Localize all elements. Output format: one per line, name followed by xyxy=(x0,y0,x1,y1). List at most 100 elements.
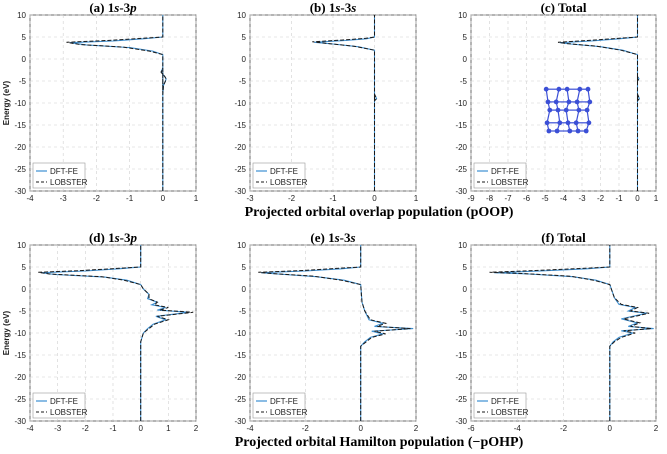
legend-label-dftfe: DFT-FE xyxy=(270,397,298,406)
y-tick-label: -30 xyxy=(14,417,26,426)
y-tick-label: 5 xyxy=(22,263,27,272)
y-tick-label: 10 xyxy=(17,241,26,250)
panel-title: (b) 1s-3s xyxy=(310,0,357,15)
molecule-atom xyxy=(577,86,583,92)
x-tick-label: -5 xyxy=(541,194,549,203)
x-tick-label: 0 xyxy=(358,424,363,433)
y-tick-label: 0 xyxy=(22,285,27,294)
y-tick-label: 10 xyxy=(458,11,467,20)
panel-title: (d) 1s-3p xyxy=(89,230,138,245)
molecule-atom xyxy=(555,107,561,113)
legend-label-lobster: LOBSTER xyxy=(50,408,88,417)
legend-label-lobster: LOBSTER xyxy=(491,408,529,417)
molecule-atom xyxy=(564,86,570,92)
legend-box xyxy=(32,162,86,189)
molecule-atom xyxy=(585,86,591,92)
x-tick-label: -7 xyxy=(504,194,512,203)
y-tick-label: 0 xyxy=(242,285,247,294)
title-part: p xyxy=(129,0,137,15)
y-tick-label: 10 xyxy=(17,11,26,20)
x-tick-label: -4 xyxy=(560,194,568,203)
x-tick-label: -4 xyxy=(246,424,254,433)
y-axis-label: Energy (eV) xyxy=(2,310,11,355)
legend-box xyxy=(473,392,527,419)
y-tick-label: -20 xyxy=(14,373,26,382)
y-tick-label: -20 xyxy=(455,373,467,382)
molecule-atom xyxy=(557,120,563,126)
x-tick-label: -2 xyxy=(302,424,310,433)
molecule-atom xyxy=(566,99,572,105)
legend-label-dftfe: DFT-FE xyxy=(491,167,519,176)
molecule-atom xyxy=(576,107,582,113)
legend-label-lobster: LOBSTER xyxy=(50,178,88,187)
x-tick-label: 0 xyxy=(635,194,640,203)
molecule-atom xyxy=(583,128,589,134)
title-part: (d) 1 xyxy=(89,230,115,245)
x-tick-label: -4 xyxy=(26,424,34,433)
y-tick-label: -25 xyxy=(234,395,246,404)
title-part: (f) Total xyxy=(541,230,586,245)
y-tick-label: -20 xyxy=(234,143,246,152)
molecule-atom xyxy=(587,99,593,105)
y-tick-label: -5 xyxy=(239,77,247,86)
y-tick-label: -25 xyxy=(455,395,467,404)
molecule-atom xyxy=(586,120,592,126)
y-tick-label: 0 xyxy=(242,55,247,64)
y-tick-label: -25 xyxy=(455,165,467,174)
x-tick-label: -2 xyxy=(597,194,605,203)
y-tick-label: -25 xyxy=(14,395,26,404)
x-tick-label: 0 xyxy=(138,424,143,433)
y-tick-label: -15 xyxy=(234,351,246,360)
legend-label-dftfe: DFT-FE xyxy=(50,167,78,176)
molecule-atom xyxy=(563,107,569,113)
x-tick-label: -3 xyxy=(54,424,62,433)
title-part: -3 xyxy=(119,0,130,15)
molecule-atom xyxy=(575,128,581,134)
x-tick-label: -1 xyxy=(109,424,117,433)
x-tick-label: 2 xyxy=(654,424,659,433)
y-tick-label: -15 xyxy=(14,351,26,360)
y-tick-label: 0 xyxy=(22,55,27,64)
y-tick-label: 5 xyxy=(242,263,247,272)
x-tick-label: -1 xyxy=(329,194,337,203)
molecule-atom xyxy=(544,120,550,126)
y-tick-label: -5 xyxy=(19,307,27,316)
series-line-lobster xyxy=(312,15,378,191)
y-tick-label: 5 xyxy=(463,33,468,42)
title-part: (a) 1 xyxy=(89,0,114,15)
x-tick-label: -1 xyxy=(615,194,623,203)
y-tick-label: -15 xyxy=(234,121,246,130)
y-tick-label: 5 xyxy=(463,263,468,272)
title-part: -3 xyxy=(340,0,351,15)
molecule-atom xyxy=(556,86,562,92)
x-tick-label: -6 xyxy=(523,194,531,203)
x-tick-label: -1 xyxy=(126,194,134,203)
molecule-atom xyxy=(545,99,551,105)
series-line-lobster xyxy=(38,245,194,421)
title-part: s xyxy=(334,230,340,245)
x-tick-label: 1 xyxy=(166,424,171,433)
y-tick-label: -15 xyxy=(455,351,467,360)
x-tick-label: 2 xyxy=(414,424,419,433)
x-tick-label: -2 xyxy=(288,194,296,203)
y-tick-label: -10 xyxy=(455,99,467,108)
panel-c: -9 -8 -7 -6 -5 -4 -3 -2 -1 0 11050-5-10-15-20-25-3… xyxy=(455,0,658,203)
panel-title: (f) Total xyxy=(541,230,586,245)
x-tick-label: 0 xyxy=(608,424,613,433)
molecule-atom xyxy=(554,128,560,134)
y-tick-label: -15 xyxy=(14,121,26,130)
title-part: (e) 1 xyxy=(310,230,334,245)
row-label-bottom: Projected orbital Hamilton population (−… xyxy=(235,435,524,450)
y-tick-label: -10 xyxy=(234,99,246,108)
y-tick-label: -5 xyxy=(239,307,247,316)
row-label-top: Projected orbital overlap population (pO… xyxy=(245,205,514,220)
title-part: p xyxy=(130,230,138,245)
legend-label-lobster: LOBSTER xyxy=(270,408,308,417)
y-tick-label: 10 xyxy=(237,241,246,250)
molecule-atom xyxy=(574,99,580,105)
y-tick-label: 0 xyxy=(463,285,468,294)
